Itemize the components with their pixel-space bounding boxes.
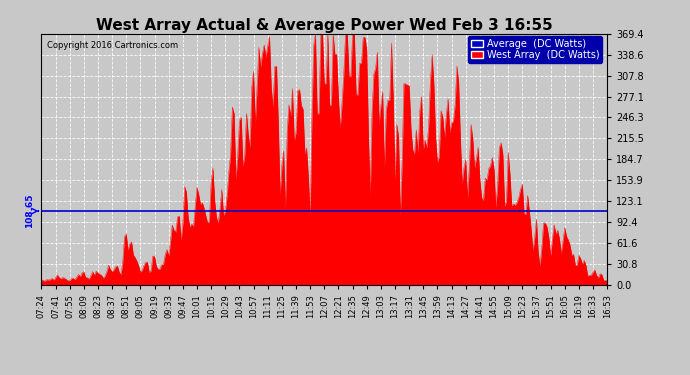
- Text: Copyright 2016 Cartronics.com: Copyright 2016 Cartronics.com: [47, 41, 178, 50]
- Legend: Average  (DC Watts), West Array  (DC Watts): Average (DC Watts), West Array (DC Watts…: [469, 36, 602, 63]
- Text: 108.65: 108.65: [26, 194, 34, 228]
- Title: West Array Actual & Average Power Wed Feb 3 16:55: West Array Actual & Average Power Wed Fe…: [96, 18, 553, 33]
